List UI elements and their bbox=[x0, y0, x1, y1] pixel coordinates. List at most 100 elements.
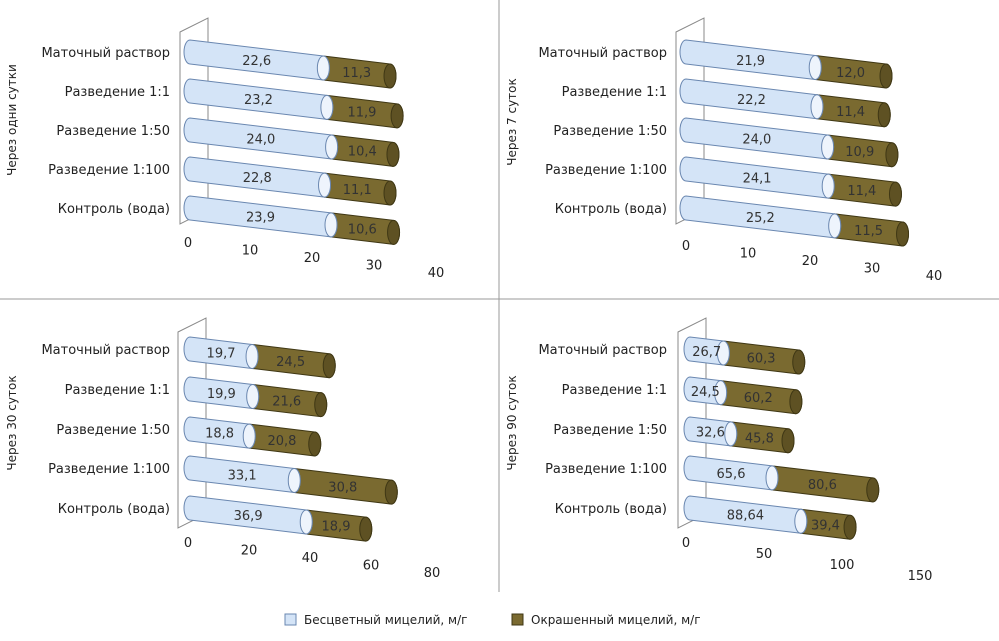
bar-colored-cap bbox=[383, 180, 397, 206]
bar-colorless-cap bbox=[821, 173, 835, 199]
bar-colored-cap bbox=[383, 63, 397, 89]
data-label: 11,9 bbox=[348, 106, 377, 121]
data-label: 30,8 bbox=[328, 480, 357, 495]
x-tick-label: 0 bbox=[682, 536, 690, 551]
legend-swatch-colored bbox=[511, 613, 524, 626]
bar-colored-cap bbox=[781, 428, 795, 454]
x-tick-label: 50 bbox=[756, 547, 773, 562]
bar-colorless-cap bbox=[287, 468, 301, 494]
bar-colorless-cap bbox=[765, 465, 779, 491]
data-label: 19,9 bbox=[207, 387, 236, 402]
x-tick-label: 40 bbox=[302, 551, 319, 566]
bar-colorless-cap bbox=[724, 421, 738, 447]
bar-colored-cap bbox=[843, 514, 857, 540]
data-label: 80,6 bbox=[808, 478, 837, 493]
bar-colored-cap bbox=[866, 477, 880, 503]
bar-colored-cap bbox=[896, 221, 910, 247]
data-label: 60,2 bbox=[744, 391, 773, 406]
chart-panel-3: Через 30 суток 0 20 40 60 80 Маточный раствор 1… bbox=[5, 317, 441, 581]
data-label: 24,5 bbox=[691, 385, 720, 400]
bar-colored-cap bbox=[879, 63, 893, 89]
axis-title-y: Через 30 суток bbox=[5, 375, 19, 470]
data-label: 11,3 bbox=[342, 66, 371, 81]
x-tick-label: 40 bbox=[926, 269, 943, 284]
data-label: 18,9 bbox=[322, 520, 351, 535]
bar-colored-cap bbox=[387, 219, 401, 245]
data-label: 88,64 bbox=[727, 509, 764, 524]
axis-title-y: Через одни сутки bbox=[5, 64, 19, 176]
bar-colored-cap bbox=[384, 479, 398, 505]
data-label: 24,1 bbox=[743, 172, 772, 187]
data-label: 23,9 bbox=[246, 210, 275, 225]
bar-colorless-cap bbox=[794, 508, 808, 534]
x-tick-label: 80 bbox=[424, 566, 441, 581]
data-label: 39,4 bbox=[811, 518, 840, 533]
data-label: 18,8 bbox=[205, 427, 234, 442]
bar-colored-cap bbox=[314, 392, 328, 418]
x-tick-label: 30 bbox=[366, 259, 383, 274]
chart-panel-1: Через одни сутки 0 10 20 30 40 Маточный раство… bbox=[5, 17, 445, 281]
category-label: Разведение 1:1 bbox=[562, 383, 667, 398]
category-label: Разведение 1:100 bbox=[48, 462, 170, 477]
bar-colorless-cap bbox=[325, 134, 339, 160]
data-label: 20,8 bbox=[268, 434, 297, 449]
axis-title-y: Через 7 суток bbox=[505, 78, 519, 166]
data-label: 45,8 bbox=[745, 431, 774, 446]
bar-colorless-cap bbox=[320, 94, 334, 120]
data-label: 11,4 bbox=[847, 184, 876, 199]
category-label: Разведение 1:50 bbox=[553, 124, 667, 139]
legend-swatch-colorless bbox=[284, 613, 297, 626]
bar-colored-cap bbox=[322, 353, 336, 379]
x-tick-label: 10 bbox=[242, 244, 259, 259]
bar-colored-cap bbox=[888, 181, 902, 207]
bar-colorless-cap bbox=[316, 55, 330, 81]
x-tick-label: 0 bbox=[184, 536, 192, 551]
x-tick-label: 10 bbox=[740, 247, 757, 262]
data-label: 22,2 bbox=[737, 93, 766, 108]
x-tick-label: 0 bbox=[184, 236, 192, 251]
x-tick-label: 60 bbox=[363, 559, 380, 574]
data-label: 36,9 bbox=[234, 509, 263, 524]
category-label: Разведение 1:1 bbox=[65, 85, 170, 100]
category-label: Контроль (вода) bbox=[58, 502, 170, 517]
data-label: 21,9 bbox=[736, 54, 765, 69]
data-label: 11,5 bbox=[854, 224, 883, 239]
category-label: Разведение 1:100 bbox=[545, 462, 667, 477]
bar-colored-cap bbox=[386, 141, 400, 167]
category-label: Разведение 1:100 bbox=[545, 163, 667, 178]
category-label: Контроль (вода) bbox=[58, 202, 170, 217]
x-tick-label: 30 bbox=[864, 262, 881, 277]
data-label: 25,2 bbox=[746, 211, 775, 226]
data-label: 11,4 bbox=[836, 105, 865, 120]
data-label: 60,3 bbox=[747, 352, 776, 367]
bar-colorless-cap bbox=[808, 55, 822, 81]
category-label: Разведение 1:50 bbox=[56, 423, 170, 438]
data-label: 22,6 bbox=[242, 54, 271, 69]
bar-colorless-cap bbox=[828, 213, 842, 239]
bar-colorless-cap bbox=[246, 384, 260, 410]
legend-label-colorless: Бесцветный мицелий, м/г bbox=[304, 613, 467, 627]
category-label: Маточный раствор bbox=[538, 46, 667, 61]
bar-colored-cap bbox=[390, 103, 404, 129]
category-label: Маточный раствор bbox=[538, 343, 667, 358]
bar-colorless-cap bbox=[245, 343, 259, 369]
data-label: 24,0 bbox=[246, 132, 275, 147]
x-tick-label: 40 bbox=[428, 266, 445, 281]
x-tick-label: 20 bbox=[802, 254, 819, 269]
category-label: Контроль (вода) bbox=[555, 502, 667, 517]
x-tick-label: 0 bbox=[682, 239, 690, 254]
data-label: 23,2 bbox=[244, 93, 273, 108]
bar-colorless-cap bbox=[810, 94, 824, 120]
category-label: Разведение 1:50 bbox=[56, 124, 170, 139]
x-tick-label: 150 bbox=[908, 569, 933, 584]
data-label: 10,9 bbox=[845, 145, 874, 160]
category-label: Разведение 1:1 bbox=[562, 85, 667, 100]
x-tick-label: 20 bbox=[241, 544, 258, 559]
x-tick-label: 100 bbox=[830, 558, 855, 573]
bar-colorless-cap bbox=[821, 134, 835, 160]
x-tick-label: 20 bbox=[304, 251, 321, 266]
chart-panel-2: Через 7 суток 0 10 20 30 40 Маточный раствор 21… bbox=[505, 17, 943, 284]
bar-colored-cap bbox=[877, 102, 891, 128]
category-label: Контроль (вода) bbox=[555, 202, 667, 217]
